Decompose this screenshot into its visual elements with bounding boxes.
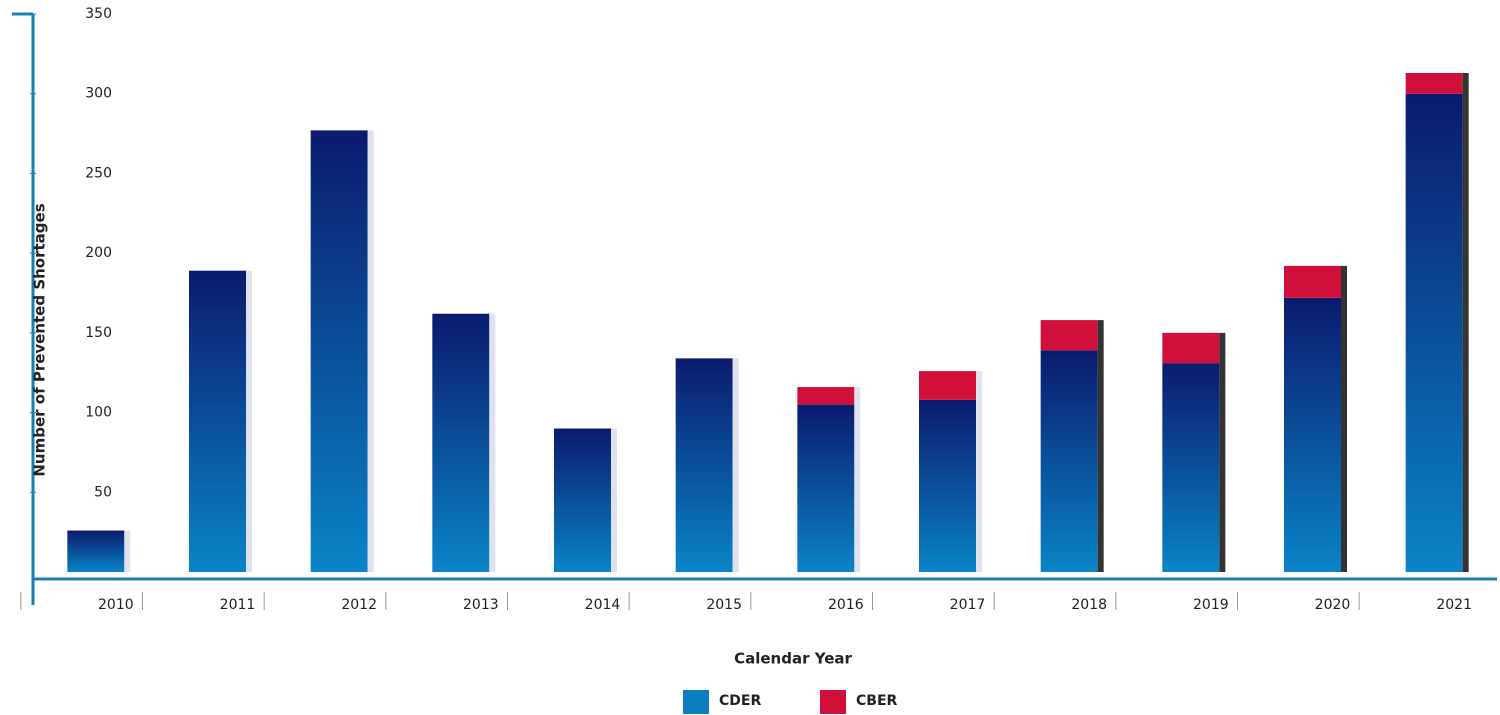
bar-segment-cder	[1284, 297, 1341, 572]
bar-segment-cder	[67, 530, 125, 572]
bar-shadow	[367, 130, 374, 572]
x-tick-label: 2013	[463, 597, 499, 613]
bar-segment-cber	[1162, 332, 1220, 364]
y-tick-label: 250	[85, 165, 112, 181]
x-tick-label: 2019	[1193, 597, 1229, 613]
bar-shadow	[1097, 320, 1104, 572]
y-tick-label: 300	[85, 86, 112, 102]
bar-shadow	[611, 428, 617, 572]
bar-segment-cder	[797, 404, 855, 572]
bar-segment-cder	[1040, 350, 1098, 572]
bar-shadow	[732, 358, 739, 572]
bar-segment-cder	[310, 130, 368, 572]
bar-segment-cber	[1284, 265, 1341, 298]
x-tick-label: 2020	[1315, 597, 1351, 613]
x-tick-label: 2014	[585, 597, 621, 613]
y-axis-title: Number of Prevented Shortages	[31, 203, 49, 476]
legend-label: CBER	[856, 693, 898, 709]
bar-segment-cder	[189, 270, 246, 572]
bar-segment-cber	[1405, 72, 1463, 94]
y-tick-label: 50	[94, 484, 112, 500]
bar-shadow	[124, 530, 131, 572]
bar-segment-cder	[1405, 93, 1463, 572]
y-tick-label: 200	[85, 245, 112, 261]
y-tick-label: 100	[85, 405, 112, 421]
bar-shadow	[1341, 265, 1347, 572]
bar-shadow	[1219, 332, 1226, 572]
bar-segment-cber	[797, 387, 855, 405]
bar-segment-cder	[1162, 363, 1220, 572]
y-tick-label: 350	[85, 6, 112, 22]
x-tick-label: 2012	[341, 597, 377, 613]
x-tick-label: 2010	[98, 597, 134, 613]
x-tick-label: 2018	[1071, 597, 1107, 613]
x-axis-title: Calendar Year	[734, 650, 852, 668]
bar-shadow	[489, 313, 496, 572]
x-tick-label: 2017	[950, 597, 986, 613]
x-tick-label: 2011	[220, 597, 256, 613]
legend-swatch	[820, 690, 846, 714]
bar-segment-cder	[919, 399, 976, 572]
bar-shadow	[246, 270, 252, 572]
bar-segment-cber	[1040, 320, 1098, 351]
bar-segment-cber	[919, 371, 976, 400]
legend-label: CDER	[719, 693, 761, 709]
bar-segment-cder	[432, 313, 490, 572]
x-tick-label: 2015	[706, 597, 742, 613]
bar-segment-cder	[675, 358, 733, 572]
bar-shadow	[854, 387, 861, 572]
x-tick-label: 2021	[1436, 597, 1472, 613]
y-tick-label: 150	[85, 325, 112, 341]
bar-shadow	[1462, 72, 1469, 572]
bar-shadow	[976, 371, 982, 572]
x-tick-label: 2016	[828, 597, 864, 613]
legend-swatch	[683, 690, 709, 714]
bar-segment-cder	[554, 428, 611, 572]
